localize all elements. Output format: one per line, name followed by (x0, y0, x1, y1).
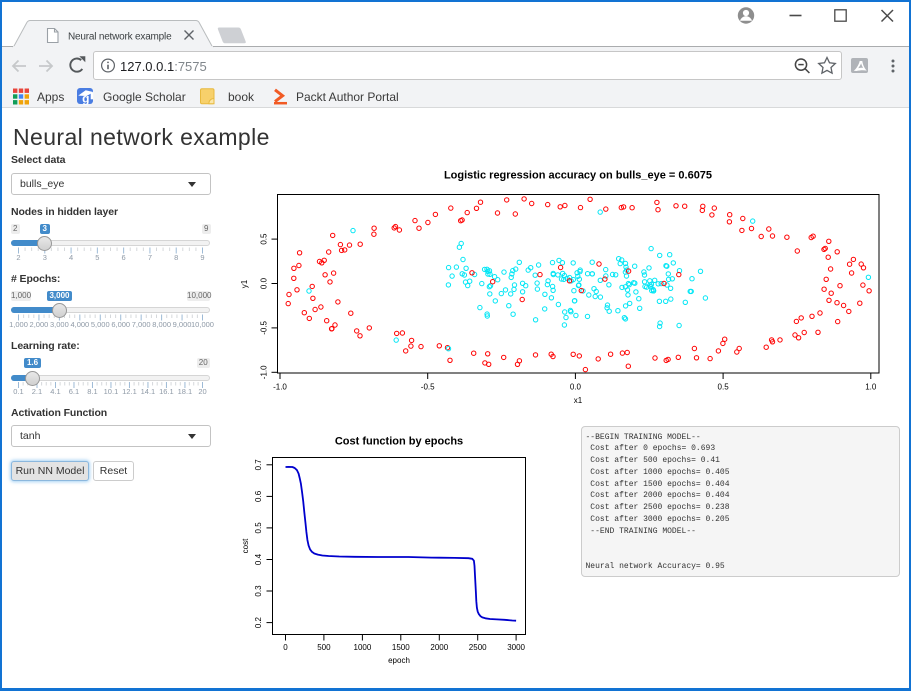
svg-text:1000: 1000 (354, 643, 372, 652)
svg-text:500: 500 (317, 643, 331, 652)
svg-text:Cost function by epochs: Cost function by epochs (335, 436, 463, 448)
svg-text:0.7: 0.7 (254, 459, 263, 471)
svg-text:g: g (82, 92, 89, 106)
svg-text:Neural network example: Neural network example (68, 32, 172, 43)
svg-text:epoch: epoch (388, 656, 410, 665)
svg-text:-0.5: -0.5 (260, 320, 269, 334)
svg-text:0.4: 0.4 (254, 553, 263, 565)
svg-text:-1.0: -1.0 (260, 365, 269, 379)
svg-text:0.2: 0.2 (254, 616, 263, 628)
svg-text:0.3: 0.3 (254, 585, 263, 597)
svg-text:0.0: 0.0 (260, 277, 269, 289)
svg-text:2500: 2500 (469, 643, 487, 652)
svg-text:0.5: 0.5 (254, 522, 263, 534)
svg-text:0.0: 0.0 (570, 383, 582, 392)
svg-text:0.5: 0.5 (260, 233, 269, 245)
svg-text:2000: 2000 (430, 643, 448, 652)
svg-text:0: 0 (283, 643, 288, 652)
svg-text:3000: 3000 (507, 643, 525, 652)
svg-text:-1.0: -1.0 (273, 383, 287, 392)
svg-text:Logistic regression accuracy o: Logistic regression accuracy on bulls_ey… (444, 170, 712, 182)
svg-text:cost: cost (241, 538, 250, 553)
svg-text:1.0: 1.0 (865, 383, 877, 392)
svg-text:y1: y1 (240, 279, 249, 288)
svg-text:0.5: 0.5 (718, 383, 730, 392)
svg-text:1500: 1500 (392, 643, 410, 652)
svg-text:-0.5: -0.5 (421, 383, 435, 392)
svg-text:0.6: 0.6 (254, 490, 263, 502)
svg-text:x1: x1 (574, 396, 583, 405)
